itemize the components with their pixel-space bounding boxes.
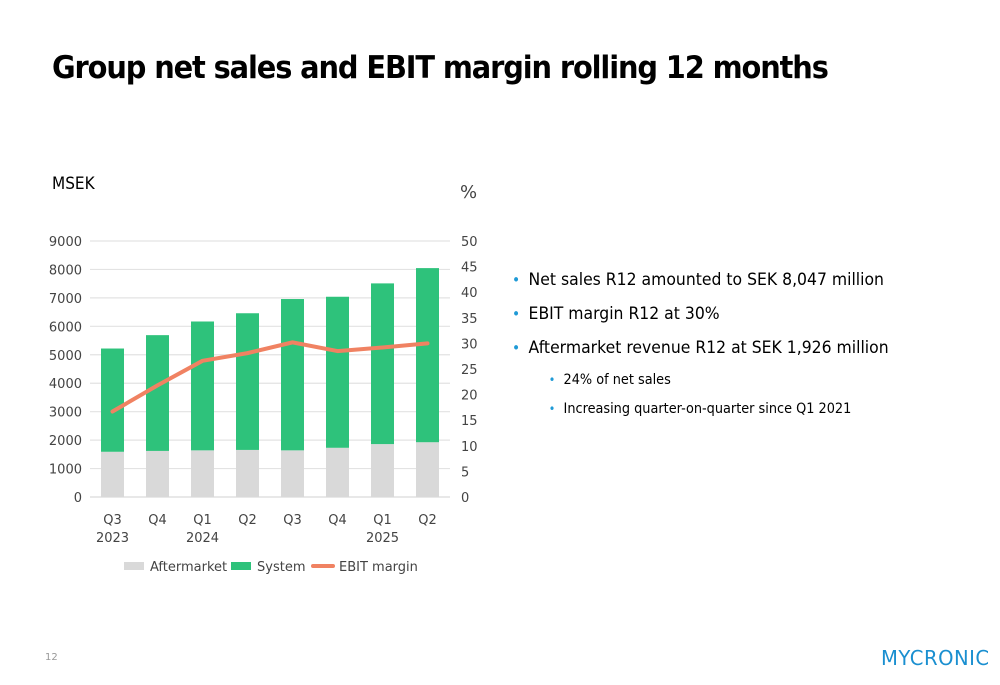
ebit-margin-series-line — [110, 340, 430, 414]
x-axis-tick-label: Q3 — [103, 513, 122, 528]
right-axis-tick-label: 0 — [461, 491, 469, 506]
bars — [101, 268, 439, 497]
legend: Aftermarket System EBIT margin — [124, 560, 418, 575]
x-axis-tick-year-label: 2023 — [96, 531, 129, 546]
bullet-dot-icon: • — [512, 339, 521, 357]
bullet-text: Aftermarket revenue R12 at SEK 1,926 mil… — [528, 338, 889, 358]
x-axis-tick-year-label: 2024 — [186, 531, 219, 546]
x-axis-tick-label: Q2 — [418, 513, 437, 528]
right-axis-tick-label: 50 — [461, 235, 478, 250]
right-axis-ticks: 0 5 10 15 20 25 30 35 40 45 50 — [461, 235, 478, 506]
right-axis-tick-label: 25 — [461, 363, 478, 378]
bar-system — [281, 299, 304, 451]
bullet-item: • Net sales R12 amounted to SEK 8,047 mil… — [512, 266, 889, 300]
x-axis-ticks: Q3 2023 Q4 Q1 2024 Q2 Q3 Q4 Q1 2025 Q2 — [96, 513, 437, 546]
right-axis-tick-label: 10 — [461, 440, 478, 455]
legend-label-system: System — [257, 560, 305, 575]
page-number: 12 — [45, 652, 58, 663]
bar-aftermarket — [371, 444, 394, 497]
bar-system — [326, 296, 349, 448]
left-axis-unit-label: MSEK — [52, 174, 95, 194]
x-axis-tick-label: Q2 — [238, 513, 257, 528]
left-axis-ticks: 0 1000 2000 3000 4000 5000 6000 7000 8000 9000 — [49, 235, 82, 506]
left-axis-tick-label: 9000 — [49, 235, 82, 250]
bar-system — [236, 313, 259, 450]
left-axis-tick-label: 0 — [74, 491, 82, 506]
x-axis-tick-label: Q4 — [328, 513, 347, 528]
ebit-margin-line — [110, 340, 430, 414]
x-axis-tick-label: Q1 — [193, 513, 212, 528]
left-axis-tick-label: 7000 — [49, 292, 82, 307]
left-axis-tick-label: 6000 — [49, 320, 82, 335]
bar-system — [101, 348, 124, 452]
bullet-text: EBIT margin R12 at 30% — [528, 304, 720, 324]
left-axis-tick-label: 3000 — [49, 406, 82, 421]
right-axis-tick-label: 20 — [461, 389, 478, 404]
bullet-list: • Net sales R12 amounted to SEK 8,047 mil… — [512, 266, 921, 426]
bar-aftermarket — [416, 442, 439, 497]
right-axis-tick-label: 35 — [461, 312, 478, 327]
legend-swatch-aftermarket — [124, 562, 144, 570]
mycronic-logo: MYCRONIC — [881, 646, 990, 670]
legend-label-ebit-margin: EBIT margin — [339, 560, 418, 575]
right-axis-tick-label: 45 — [461, 261, 478, 276]
bullet-text: 24% of net sales — [563, 372, 671, 388]
x-axis-tick-label: Q3 — [283, 513, 302, 528]
gridlines — [90, 240, 450, 498]
right-axis-tick-label: 15 — [461, 414, 478, 429]
bar-system — [371, 283, 394, 445]
left-axis-tick-label: 4000 — [49, 377, 82, 392]
right-axis-unit-label: % — [460, 182, 478, 203]
x-axis-tick-label: Q4 — [148, 513, 167, 528]
left-axis-tick-label: 8000 — [49, 263, 82, 278]
sub-bullet-item: • 24% of net sales — [512, 368, 889, 397]
bar-system — [146, 335, 169, 451]
right-axis-tick-label: 5 — [461, 465, 469, 480]
bullet-item: • EBIT margin R12 at 30% — [512, 300, 889, 334]
right-axis-tick-label: 40 — [461, 286, 478, 301]
left-axis-tick-label: 2000 — [49, 434, 82, 449]
left-axis-tick-label: 1000 — [49, 463, 82, 478]
bullet-dot-icon: • — [548, 402, 556, 416]
bar-aftermarket — [146, 450, 169, 497]
bar-aftermarket — [236, 449, 259, 497]
bullet-dot-icon: • — [512, 305, 521, 323]
bullet-text: Increasing quarter-on-quarter since Q1 2… — [563, 401, 852, 417]
slide-title: Group net sales and EBIT margin rolling … — [52, 50, 829, 86]
bar-aftermarket — [101, 451, 124, 497]
bar-aftermarket — [191, 450, 214, 497]
bar-aftermarket — [326, 447, 349, 497]
bullet-dot-icon: • — [548, 373, 556, 387]
bullet-item: • Aftermarket revenue R12 at SEK 1,926 mi… — [512, 334, 889, 368]
bullet-dot-icon: • — [512, 271, 521, 289]
bar-system — [416, 268, 439, 443]
right-axis-tick-label: 30 — [461, 337, 478, 352]
legend-label-aftermarket: Aftermarket — [150, 560, 227, 575]
sub-bullet-item: • Increasing quarter-on-quarter since Q1 … — [512, 397, 889, 426]
x-axis-tick-label: Q1 — [373, 513, 392, 528]
bar-system — [191, 321, 214, 451]
x-axis-tick-year-label: 2025 — [366, 531, 399, 546]
left-axis-tick-label: 5000 — [49, 349, 82, 364]
bar-aftermarket — [281, 450, 304, 497]
bullet-text: Net sales R12 amounted to SEK 8,047 mill… — [528, 270, 884, 290]
legend-swatch-system — [231, 562, 251, 570]
